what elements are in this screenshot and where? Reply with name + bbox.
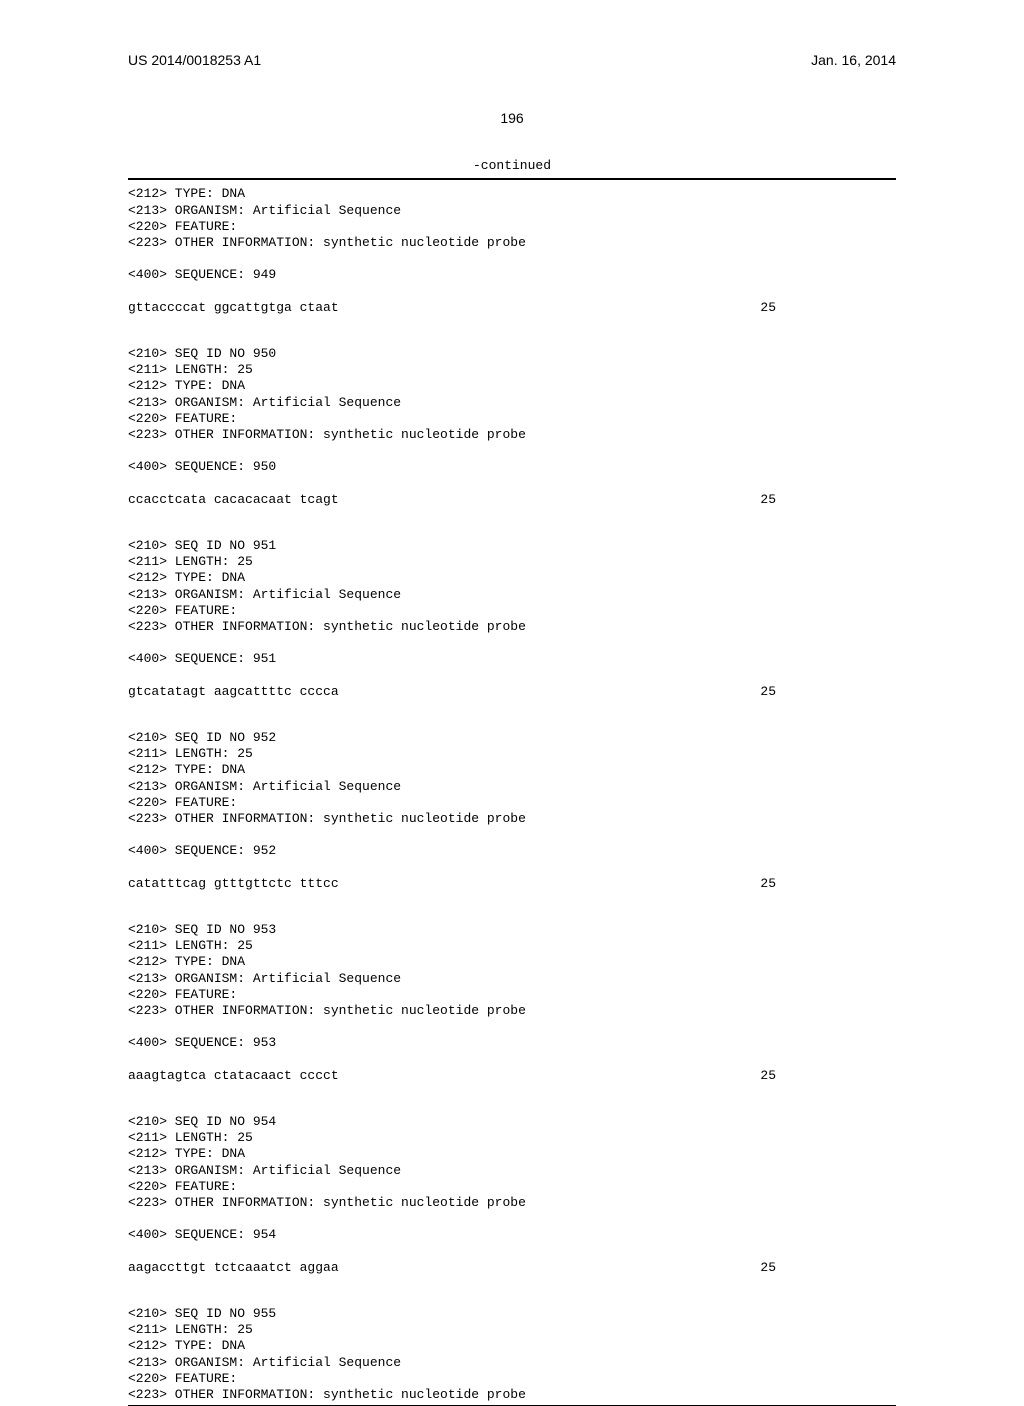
meta-line: <400> SEQUENCE: 953 xyxy=(128,1035,896,1051)
sequence-text: gtcatatagt aagcattttc cccca xyxy=(128,684,339,700)
meta-line: <211> LENGTH: 25 xyxy=(128,554,896,570)
continued-label: -continued xyxy=(128,158,896,174)
meta-line: <212> TYPE: DNA xyxy=(128,186,896,202)
blank-line xyxy=(128,1211,896,1227)
blank-line xyxy=(128,1019,896,1035)
meta-line: <213> ORGANISM: Artificial Sequence xyxy=(128,779,896,795)
blank-line xyxy=(128,284,896,300)
meta-line: <223> OTHER INFORMATION: synthetic nucle… xyxy=(128,619,896,635)
meta-line: <212> TYPE: DNA xyxy=(128,570,896,586)
blank-line xyxy=(128,827,896,843)
meta-line: <211> LENGTH: 25 xyxy=(128,362,896,378)
meta-line: <212> TYPE: DNA xyxy=(128,954,896,970)
meta-line: <220> FEATURE: xyxy=(128,987,896,1003)
meta-line: <213> ORGANISM: Artificial Sequence xyxy=(128,1355,896,1371)
sequence-row: aaagtagtca ctatacaact cccct 25 xyxy=(128,1068,896,1084)
meta-line: <223> OTHER INFORMATION: synthetic nucle… xyxy=(128,1003,896,1019)
meta-line: <220> FEATURE: xyxy=(128,219,896,235)
meta-line: <400> SEQUENCE: 952 xyxy=(128,843,896,859)
rule-top xyxy=(128,178,896,180)
page-number: 196 xyxy=(500,110,523,126)
meta-line: <223> OTHER INFORMATION: synthetic nucle… xyxy=(128,1387,896,1403)
sequence-text: aagaccttgt tctcaaatct aggaa xyxy=(128,1260,339,1276)
blank-line xyxy=(128,1276,896,1306)
meta-line: <213> ORGANISM: Artificial Sequence xyxy=(128,395,896,411)
blank-line xyxy=(128,443,896,459)
sequence-text: ccacctcata cacacacaat tcagt xyxy=(128,492,339,508)
blank-line xyxy=(128,476,896,492)
sequence-length: 25 xyxy=(760,684,896,700)
sequence-row: gttaccccat ggcattgtga ctaat 25 xyxy=(128,300,896,316)
sequence-row: gtcatatagt aagcattttc cccca 25 xyxy=(128,684,896,700)
meta-line: <223> OTHER INFORMATION: synthetic nucle… xyxy=(128,1195,896,1211)
meta-line: <223> OTHER INFORMATION: synthetic nucle… xyxy=(128,235,896,251)
sequence-text: aaagtagtca ctatacaact cccct xyxy=(128,1068,339,1084)
meta-line: <213> ORGANISM: Artificial Sequence xyxy=(128,203,896,219)
meta-line: <400> SEQUENCE: 950 xyxy=(128,459,896,475)
meta-line: <213> ORGANISM: Artificial Sequence xyxy=(128,587,896,603)
meta-line: <211> LENGTH: 25 xyxy=(128,746,896,762)
sequence-listing: -continued <212> TYPE: DNA<213> ORGANISM… xyxy=(128,158,896,1406)
sequence-text: catatttcag gtttgttctc tttcc xyxy=(128,876,339,892)
blank-line xyxy=(128,1052,896,1068)
page-header: US 2014/0018253 A1 Jan. 16, 2014 xyxy=(0,52,1024,68)
blank-line xyxy=(128,316,896,346)
meta-line: <210> SEQ ID NO 953 xyxy=(128,922,896,938)
meta-line: <210> SEQ ID NO 951 xyxy=(128,538,896,554)
meta-line: <211> LENGTH: 25 xyxy=(128,938,896,954)
blank-line xyxy=(128,635,896,651)
sequence-length: 25 xyxy=(760,876,896,892)
sequence-row: ccacctcata cacacacaat tcagt 25 xyxy=(128,492,896,508)
meta-line: <213> ORGANISM: Artificial Sequence xyxy=(128,971,896,987)
meta-line: <400> SEQUENCE: 949 xyxy=(128,267,896,283)
listing-body: <212> TYPE: DNA<213> ORGANISM: Artificia… xyxy=(128,186,896,1403)
meta-line: <223> OTHER INFORMATION: synthetic nucle… xyxy=(128,811,896,827)
sequence-row: catatttcag gtttgttctc tttcc 25 xyxy=(128,876,896,892)
sequence-length: 25 xyxy=(760,1260,896,1276)
meta-line: <400> SEQUENCE: 954 xyxy=(128,1227,896,1243)
meta-line: <220> FEATURE: xyxy=(128,795,896,811)
meta-line: <220> FEATURE: xyxy=(128,411,896,427)
meta-line: <212> TYPE: DNA xyxy=(128,1146,896,1162)
blank-line xyxy=(128,860,896,876)
meta-line: <212> TYPE: DNA xyxy=(128,762,896,778)
sequence-length: 25 xyxy=(760,1068,896,1084)
meta-line: <212> TYPE: DNA xyxy=(128,1338,896,1354)
blank-line xyxy=(128,508,896,538)
sequence-text: gttaccccat ggcattgtga ctaat xyxy=(128,300,339,316)
meta-line: <223> OTHER INFORMATION: synthetic nucle… xyxy=(128,427,896,443)
meta-line: <220> FEATURE: xyxy=(128,1371,896,1387)
meta-line: <210> SEQ ID NO 954 xyxy=(128,1114,896,1130)
sequence-length: 25 xyxy=(760,300,896,316)
blank-line xyxy=(128,251,896,267)
meta-line: <212> TYPE: DNA xyxy=(128,378,896,394)
meta-line: <210> SEQ ID NO 950 xyxy=(128,346,896,362)
meta-line: <220> FEATURE: xyxy=(128,603,896,619)
meta-line: <213> ORGANISM: Artificial Sequence xyxy=(128,1163,896,1179)
blank-line xyxy=(128,700,896,730)
blank-line xyxy=(128,668,896,684)
sequence-row: aagaccttgt tctcaaatct aggaa 25 xyxy=(128,1260,896,1276)
meta-line: <210> SEQ ID NO 952 xyxy=(128,730,896,746)
publication-date: Jan. 16, 2014 xyxy=(811,52,896,68)
meta-line: <211> LENGTH: 25 xyxy=(128,1130,896,1146)
sequence-length: 25 xyxy=(760,492,896,508)
publication-number: US 2014/0018253 A1 xyxy=(128,52,261,68)
meta-line: <220> FEATURE: xyxy=(128,1179,896,1195)
blank-line xyxy=(128,1084,896,1114)
meta-line: <400> SEQUENCE: 951 xyxy=(128,651,896,667)
blank-line xyxy=(128,892,896,922)
meta-line: <211> LENGTH: 25 xyxy=(128,1322,896,1338)
blank-line xyxy=(128,1244,896,1260)
